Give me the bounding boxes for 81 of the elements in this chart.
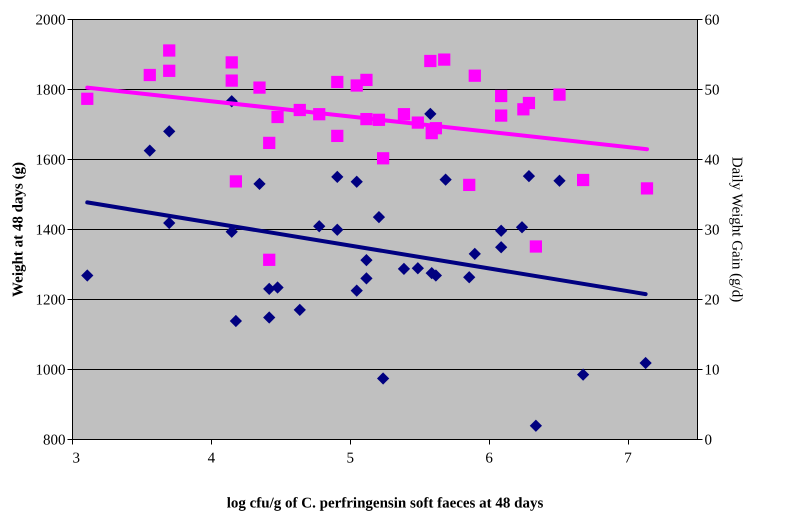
point xyxy=(253,178,266,190)
point xyxy=(331,130,344,142)
y2-tick-label: 10 xyxy=(704,362,720,378)
point xyxy=(263,254,276,266)
point xyxy=(81,92,94,105)
point xyxy=(144,68,156,82)
point xyxy=(81,269,94,282)
point xyxy=(576,368,590,381)
y2-tick-label: 50 xyxy=(704,82,720,98)
point xyxy=(495,241,508,254)
point xyxy=(294,304,306,316)
point xyxy=(553,88,566,101)
point xyxy=(271,110,284,124)
point xyxy=(424,108,436,120)
point xyxy=(226,56,238,69)
x-tick-label: 6 xyxy=(485,450,494,466)
point xyxy=(350,176,363,188)
point xyxy=(468,70,481,82)
x-tick-label: 7 xyxy=(624,450,632,466)
x-tick-label: 4 xyxy=(208,450,216,466)
point xyxy=(253,81,266,94)
point xyxy=(576,174,590,186)
y2-tick-label: 60 xyxy=(704,12,720,28)
point xyxy=(376,372,390,385)
point xyxy=(376,152,390,164)
y2-tick-label: 0 xyxy=(704,432,712,448)
point xyxy=(372,210,386,224)
point xyxy=(331,170,344,183)
point xyxy=(350,284,363,297)
y2-tick-label: 20 xyxy=(704,292,720,308)
x-tick-label: 5 xyxy=(346,450,354,466)
point xyxy=(163,44,176,57)
point xyxy=(144,144,156,157)
point xyxy=(495,90,508,102)
point xyxy=(163,216,176,230)
point xyxy=(331,76,344,88)
y-tick-label: 1600 xyxy=(36,152,66,168)
point xyxy=(495,224,508,237)
point xyxy=(468,248,481,260)
point xyxy=(263,311,276,324)
point xyxy=(438,53,450,66)
point xyxy=(360,74,373,86)
y2-tick-label: 40 xyxy=(704,152,720,168)
point xyxy=(331,224,344,236)
point xyxy=(360,272,373,284)
point xyxy=(639,356,652,370)
point xyxy=(263,136,276,150)
point xyxy=(226,74,238,87)
point xyxy=(398,108,410,120)
point xyxy=(522,170,536,182)
point xyxy=(530,420,542,432)
point xyxy=(398,262,410,276)
point xyxy=(516,221,528,234)
point xyxy=(463,178,476,192)
point xyxy=(271,281,284,294)
point xyxy=(163,64,176,77)
y2-axis-title: Daily Weight Gain (g/d) xyxy=(728,156,744,302)
point xyxy=(640,182,654,195)
point xyxy=(163,125,176,138)
point xyxy=(553,174,566,187)
x-axis-title: log cfu/g of C. perfringensin soft faeces at 48 days xyxy=(226,496,544,512)
point xyxy=(230,314,242,328)
point xyxy=(439,174,452,186)
y-axis-title: Weight at 48 days (g) xyxy=(10,162,26,297)
point xyxy=(313,220,326,232)
point xyxy=(522,96,536,110)
y-tick-label: 1800 xyxy=(36,82,66,98)
x-tick-label: 3 xyxy=(72,450,80,466)
point xyxy=(424,54,436,68)
point xyxy=(360,254,373,266)
y-tick-label: 2000 xyxy=(36,12,66,28)
point xyxy=(530,240,542,253)
y-tick-label: 1000 xyxy=(36,362,66,378)
point xyxy=(495,109,508,122)
y-tick-label: 800 xyxy=(43,432,66,448)
point xyxy=(230,175,242,188)
y2-tick-label: 30 xyxy=(704,222,720,238)
y-tick-label: 1200 xyxy=(36,292,66,308)
point xyxy=(463,271,476,284)
y-tick-label: 1400 xyxy=(36,222,66,238)
point xyxy=(412,262,424,274)
